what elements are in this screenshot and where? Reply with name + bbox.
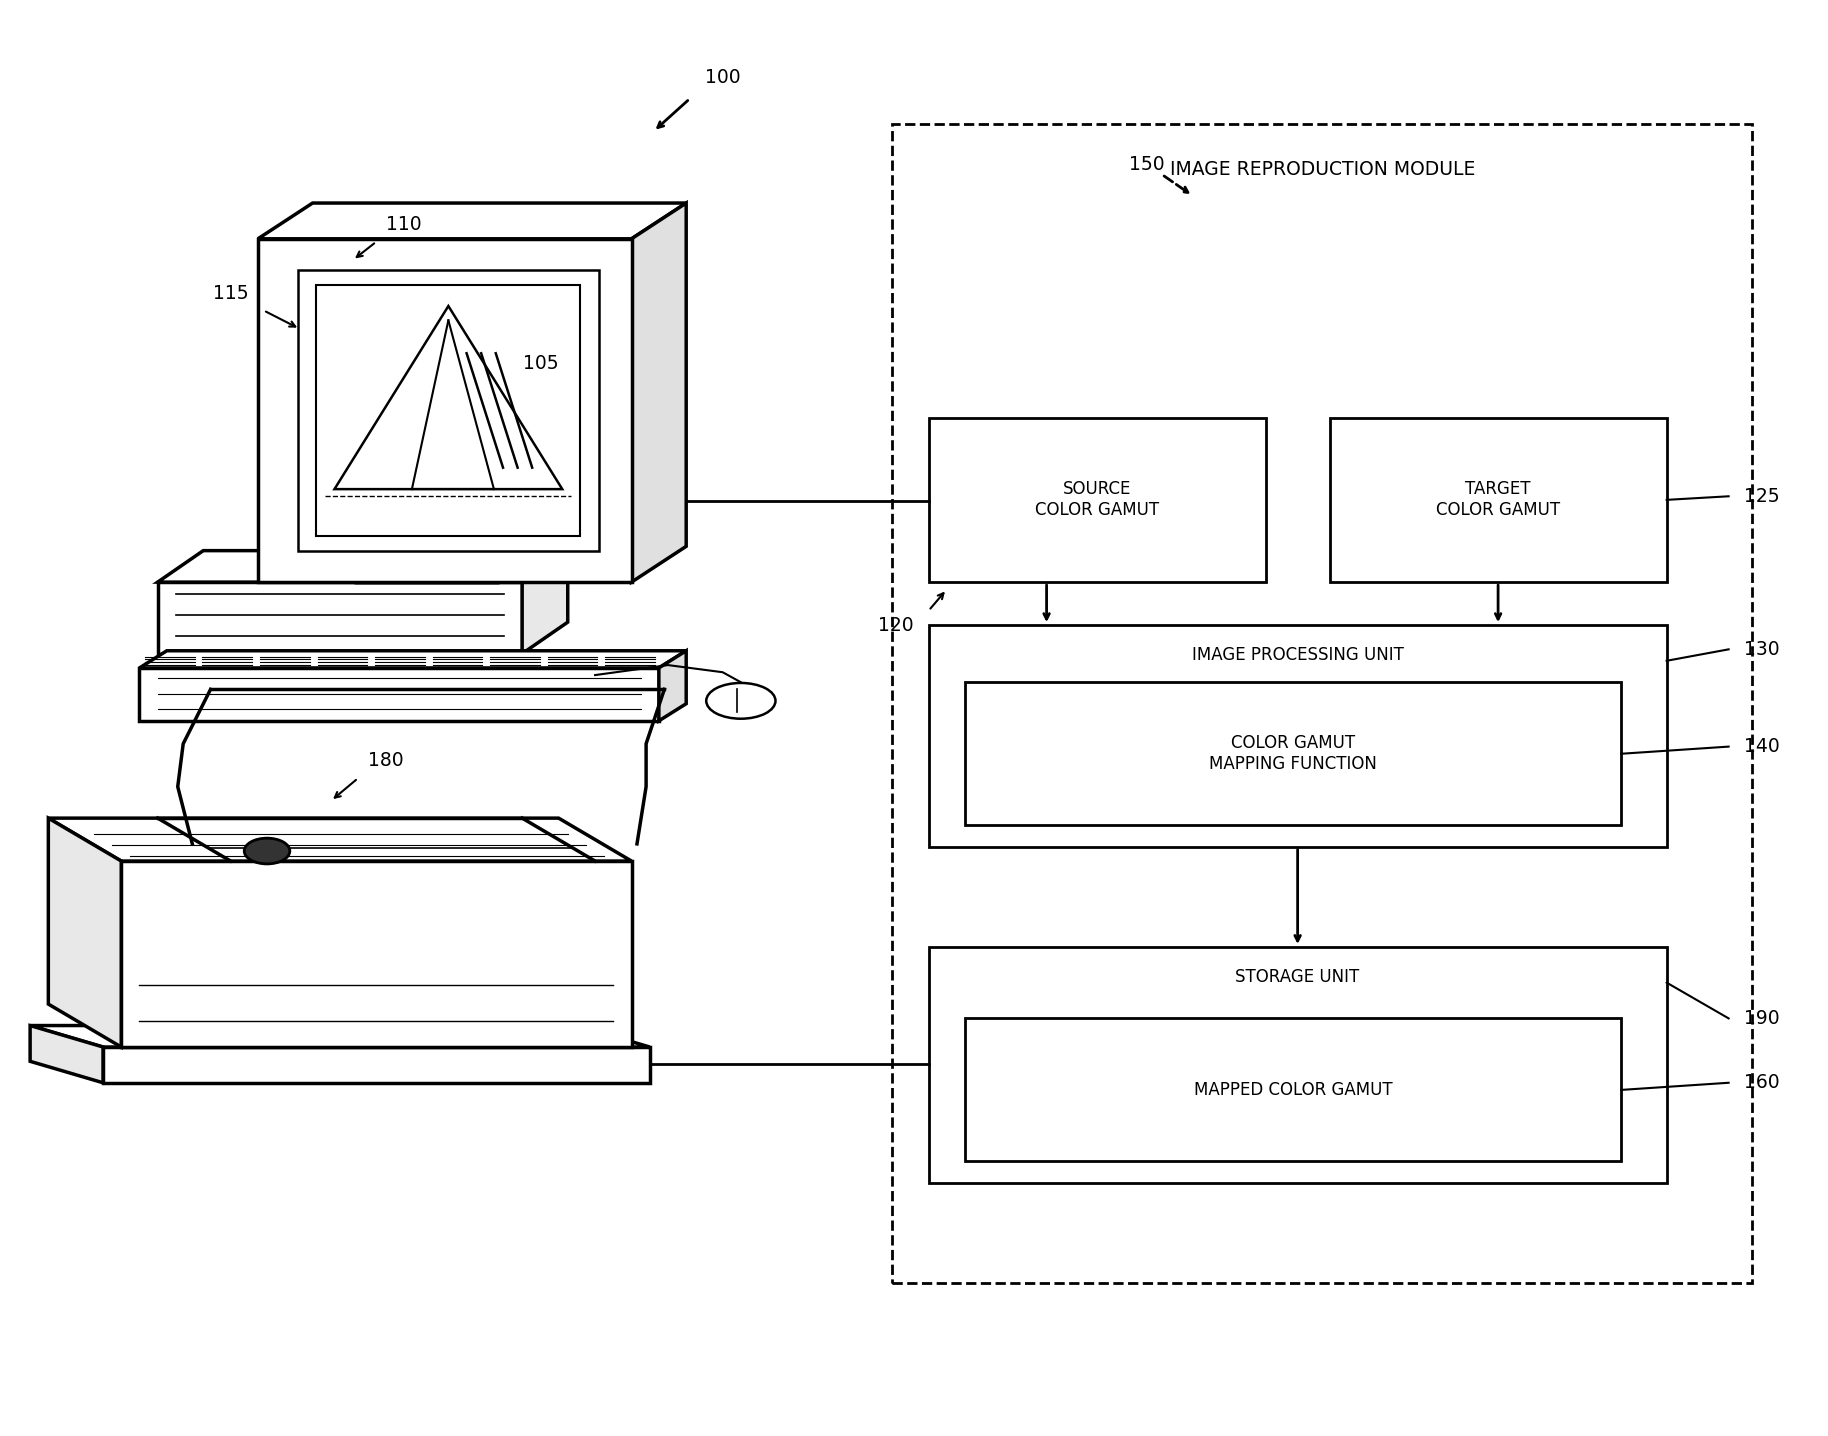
Text: 125: 125 (1744, 487, 1779, 505)
Polygon shape (631, 202, 686, 582)
Text: IMAGE REPRODUCTION MODULE: IMAGE REPRODUCTION MODULE (1170, 161, 1475, 180)
Text: SOURCE
COLOR GAMUT: SOURCE COLOR GAMUT (1035, 481, 1159, 520)
Text: 150: 150 (1130, 155, 1164, 174)
Polygon shape (48, 819, 631, 862)
Polygon shape (48, 819, 121, 1047)
Text: TARGET
COLOR GAMUT: TARGET COLOR GAMUT (1437, 481, 1559, 520)
Text: 100: 100 (706, 67, 740, 86)
Bar (929, 946, 1667, 1183)
Text: STORAGE UNIT: STORAGE UNIT (1236, 968, 1360, 987)
Ellipse shape (245, 839, 291, 864)
Bar (316, 284, 581, 536)
Polygon shape (335, 306, 563, 490)
Polygon shape (523, 550, 569, 653)
Polygon shape (298, 270, 600, 550)
Text: 180: 180 (367, 751, 404, 770)
Text: 140: 140 (1744, 737, 1779, 757)
Polygon shape (157, 582, 523, 653)
Polygon shape (157, 550, 569, 582)
Text: 130: 130 (1744, 640, 1779, 659)
Bar (892, 125, 1753, 1282)
Polygon shape (102, 1047, 649, 1083)
Polygon shape (139, 668, 658, 721)
Text: IMAGE PROCESSING UNIT: IMAGE PROCESSING UNIT (1192, 646, 1404, 665)
Polygon shape (121, 862, 631, 1047)
Bar (1329, 418, 1667, 582)
Polygon shape (258, 202, 686, 238)
Ellipse shape (706, 684, 775, 718)
Polygon shape (29, 1025, 102, 1083)
Polygon shape (29, 1025, 649, 1047)
Text: 190: 190 (1744, 1010, 1779, 1028)
Text: MAPPED COLOR GAMUT: MAPPED COLOR GAMUT (1194, 1081, 1393, 1099)
Polygon shape (258, 238, 631, 582)
Bar (965, 1018, 1621, 1162)
Bar (929, 418, 1265, 582)
Text: 110: 110 (386, 215, 422, 234)
Text: COLOR GAMUT
MAPPING FUNCTION: COLOR GAMUT MAPPING FUNCTION (1208, 734, 1376, 773)
Text: 160: 160 (1744, 1073, 1779, 1093)
Text: 115: 115 (212, 284, 249, 303)
Bar (929, 625, 1667, 847)
Text: 105: 105 (523, 353, 558, 373)
Bar (965, 682, 1621, 826)
Text: 120: 120 (877, 616, 914, 635)
Polygon shape (139, 651, 686, 668)
Polygon shape (658, 651, 686, 721)
